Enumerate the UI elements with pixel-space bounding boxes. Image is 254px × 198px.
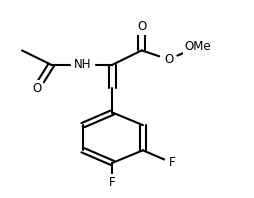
- Text: F: F: [109, 176, 116, 189]
- Text: NH: NH: [74, 58, 92, 71]
- Text: O: O: [137, 21, 146, 33]
- Text: F: F: [169, 156, 176, 169]
- Text: OMe: OMe: [184, 40, 211, 53]
- Text: O: O: [164, 53, 173, 66]
- Text: O: O: [32, 82, 41, 95]
